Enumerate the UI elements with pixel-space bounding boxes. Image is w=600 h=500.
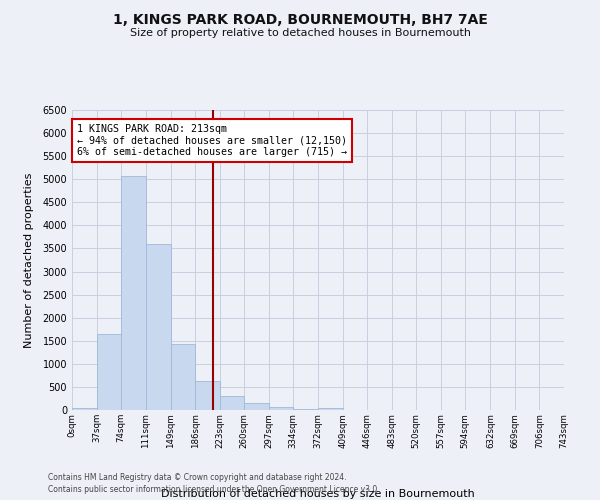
Bar: [220, 396, 244, 410]
X-axis label: Distribution of detached houses by size in Bournemouth: Distribution of detached houses by size …: [161, 490, 475, 500]
Text: Contains public sector information licensed under the Open Government Licence v3: Contains public sector information licen…: [48, 485, 380, 494]
Bar: [195, 381, 220, 410]
Text: Size of property relative to detached houses in Bournemouth: Size of property relative to detached ho…: [130, 28, 470, 38]
Bar: [269, 406, 293, 410]
Bar: [72, 408, 97, 410]
Bar: [319, 408, 343, 410]
Bar: [146, 244, 170, 410]
Bar: [97, 334, 121, 410]
Y-axis label: Number of detached properties: Number of detached properties: [24, 172, 34, 348]
Text: 1, KINGS PARK ROAD, BOURNEMOUTH, BH7 7AE: 1, KINGS PARK ROAD, BOURNEMOUTH, BH7 7AE: [113, 12, 487, 26]
Bar: [244, 403, 269, 410]
Bar: [293, 409, 319, 410]
Bar: [170, 344, 195, 410]
Text: 1 KINGS PARK ROAD: 213sqm
← 94% of detached houses are smaller (12,150)
6% of se: 1 KINGS PARK ROAD: 213sqm ← 94% of detac…: [77, 124, 347, 157]
Bar: [121, 176, 146, 410]
Text: Contains HM Land Registry data © Crown copyright and database right 2024.: Contains HM Land Registry data © Crown c…: [48, 474, 347, 482]
